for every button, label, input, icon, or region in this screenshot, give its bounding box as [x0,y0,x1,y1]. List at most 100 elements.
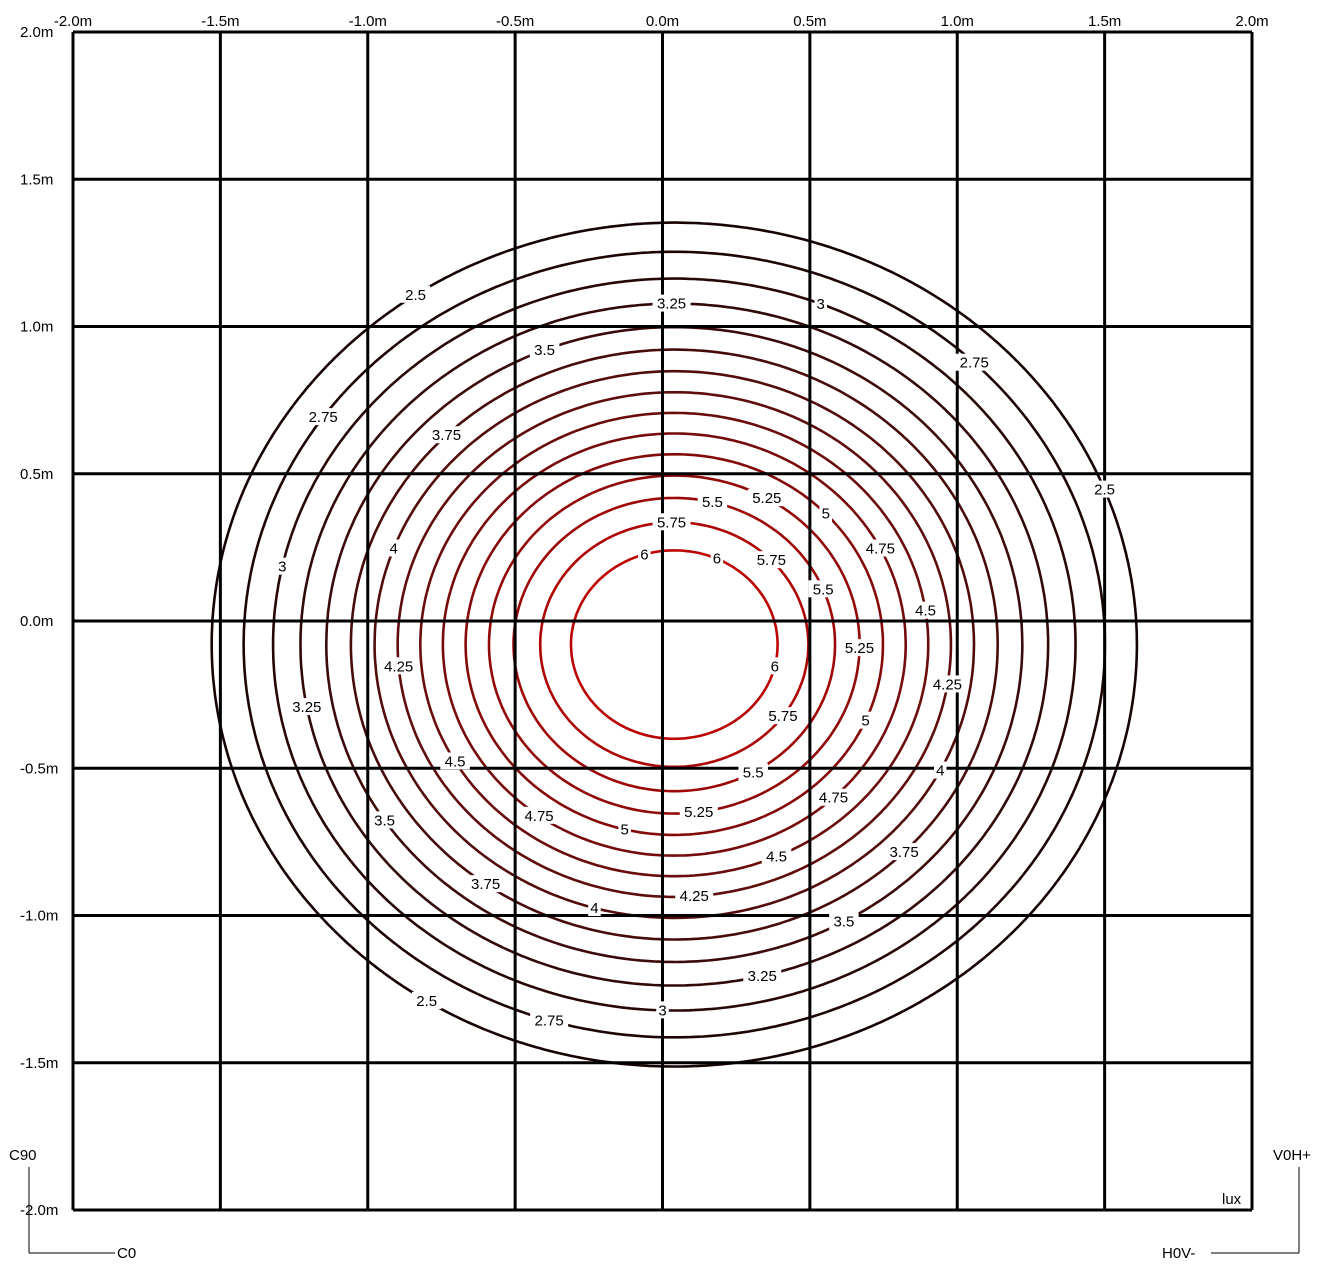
contour-labels: 2.5 2.5 2.5 2.75 2.75 2.75 3 3 3 3.25 3.25 3.25 3.5 3… [276,285,1120,1029]
y-tick-label: 0.5m [20,466,53,483]
contour-lines [210,221,1139,1068]
contour-label: 4.5 [445,753,466,770]
contour-label-bg [530,1011,569,1029]
contour-label-bg [466,875,505,893]
contour-label: 3.25 [657,296,686,313]
y-tick-label: -0.5m [20,760,58,777]
contour-label: 3 [658,1002,666,1019]
contour-label: 3 [817,296,825,313]
contour-label-bg [427,426,466,444]
contour-line [299,302,1050,987]
contour-label-bg [761,847,792,865]
contour-label: 5.5 [813,581,834,598]
contour-label: 4 [936,763,944,780]
contour-label-bg [652,294,691,312]
contour-label-bg [618,820,631,838]
contour-label: 2.5 [416,993,437,1010]
contour-label: 5 [861,713,869,730]
x-tick-label: -1.5m [201,13,239,30]
contour-label-bg [808,580,838,598]
y-tick-label: -2.0m [20,1202,58,1219]
contour-label-bg [440,752,470,770]
y-tick-label: 0.0m [20,613,53,630]
contour-label-bg [679,803,718,821]
contour-label-bg [638,545,651,563]
contour-label: 5 [822,506,830,523]
contour-label: 2.5 [405,287,426,304]
contour-label-bg [520,806,559,824]
contour-label: 3.5 [534,342,555,359]
contour-label-bg [814,294,827,312]
contour-label: 5.25 [752,490,781,507]
contour-label: 5.5 [743,764,764,781]
contour-label-bg [738,763,768,781]
contour-label-bg [933,761,947,779]
x-tick-label: 2.0m [1235,13,1268,30]
unit-label: lux [1222,1191,1242,1208]
contour-label-bg [675,887,714,905]
contour-line [349,348,999,941]
contour-label-bg [369,811,400,829]
contour-label: 5.25 [845,640,874,657]
contour-label: 2.5 [1094,482,1115,499]
contour-label: 2.75 [960,355,989,372]
y-tick-label: 2.0m [20,24,53,41]
contour-label-bg [276,557,289,575]
contour-label-bg [379,657,418,675]
contour-line [512,496,837,793]
contour-label-bg [814,788,853,806]
x-tick-label: -0.5m [496,13,534,30]
contour-label: 3.25 [292,699,321,716]
contour-line [325,325,1024,964]
contour-label: 4 [390,541,398,558]
contour-label: 5.75 [757,552,786,569]
contour-label-bg [656,1001,669,1019]
contour-label: 4.75 [819,790,848,807]
contour-label-bg [588,899,601,917]
contour-label-bg [819,504,832,522]
contour-label-bg [859,711,872,729]
contour-label: 5.75 [657,514,686,531]
contour-label: 4.75 [866,541,895,558]
contour-label-bg [1089,480,1120,498]
contour-label-bg [861,539,900,557]
contour-label-bg [910,601,941,619]
contour-label: 2.75 [535,1012,564,1029]
contour-label: 3.5 [833,914,854,931]
contour-label-bg [652,513,691,531]
contour-label: 6 [640,546,648,563]
contour-label: 5.5 [702,494,723,511]
contour-label: 4.5 [915,603,936,620]
contour-label: 6 [771,658,779,675]
y-tick-label: -1.5m [20,1055,58,1072]
contour-line [441,432,907,857]
y-tick-label: -1.0m [20,908,58,925]
contour-label-bg [885,843,924,861]
contour-label-bg [747,489,786,507]
contour-label-bg [829,912,859,930]
contour-label: 2.75 [309,409,338,426]
contour-label-bg [752,551,791,569]
contour-label-bg [304,408,343,426]
contour-label: 3.75 [889,844,918,861]
x-tick-label: 0.0m [646,13,679,30]
contour-label: 4.25 [933,676,962,693]
contour-label: 4.5 [766,849,787,866]
contour-label: 5.25 [684,804,713,821]
contour-label: 4.75 [524,808,553,825]
contour-line [569,549,779,741]
corner-annotations: C90 C0 V0H+ H0V- lux [9,1147,1311,1262]
corner-label-c0: C0 [117,1245,136,1262]
y-tick-label: 1.0m [20,319,53,336]
contour-label-bg [411,991,442,1009]
contour-label: 3.75 [432,427,461,444]
contour-label-bg [400,285,431,303]
x-tick-label: 1.5m [1088,13,1121,30]
contour-label-bg [529,341,560,359]
contour-label-bg [763,707,802,725]
grid-lines [71,30,1254,1212]
contour-label: 3.25 [748,968,777,985]
corner-label-c90: C90 [9,1147,37,1164]
x-tick-label: 1.0m [941,13,974,30]
